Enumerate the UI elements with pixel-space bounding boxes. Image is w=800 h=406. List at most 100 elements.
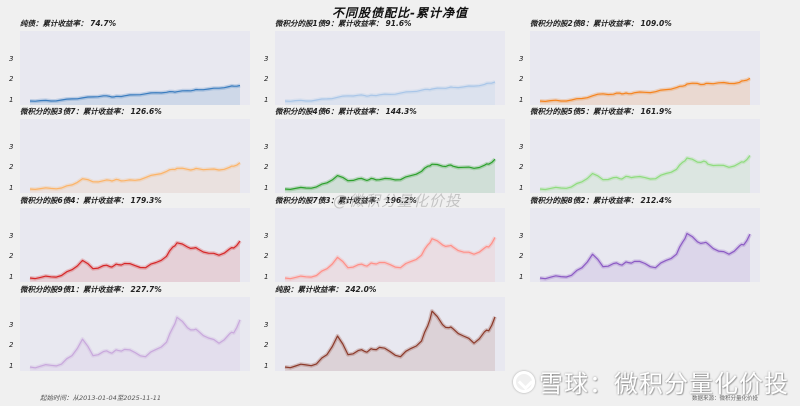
panel-title: 微积分的股2债8：累计收益率： 109.0% bbox=[530, 19, 672, 28]
panel-title: 微积分的股9债1：累计收益率： 227.7% bbox=[20, 285, 162, 294]
y-tick-label: 2 bbox=[264, 341, 269, 350]
series-line bbox=[29, 240, 241, 280]
area-fill bbox=[285, 82, 495, 105]
y-tick-label: 2 bbox=[264, 252, 269, 261]
y-tick-label: 1 bbox=[264, 96, 269, 104]
y-tick-label: 2 bbox=[9, 341, 14, 350]
y-tick-label: 2 bbox=[519, 163, 524, 172]
y-tick-label: 1 bbox=[519, 184, 524, 192]
y-tick-label: 1 bbox=[9, 184, 14, 192]
series-line bbox=[539, 77, 751, 102]
y-tick-label: 1 bbox=[519, 273, 524, 281]
chart-panel: 微积分的股3债7：累计收益率： 126.6% 3 2 1 bbox=[0, 106, 250, 193]
panel-title: 纯股：累计收益率： 242.0% bbox=[275, 285, 377, 294]
chart-panel: 微积分的股1债9：累计收益率： 91.6% 3 2 1 bbox=[255, 18, 505, 105]
y-tick-label: 3 bbox=[519, 231, 524, 240]
line-chart bbox=[29, 315, 242, 371]
panel-title: 微积分的股5债5：累计收益率： 161.9% bbox=[530, 107, 672, 116]
y-tick-label: 3 bbox=[264, 320, 269, 329]
panel-title: 微积分的股4债6：累计收益率： 144.3% bbox=[275, 107, 417, 116]
line-chart bbox=[284, 236, 497, 282]
y-tick-label: 2 bbox=[264, 163, 269, 172]
chart-panel: 微积分的股7债3：累计收益率： 196.2% 3 2 1 bbox=[255, 195, 505, 282]
line-chart bbox=[29, 83, 241, 105]
series-line bbox=[539, 155, 751, 191]
chart-panel: 微积分的股4债6：累计收益率： 144.3% 3 2 1 bbox=[255, 106, 505, 193]
line-chart bbox=[539, 231, 752, 282]
plot-area bbox=[20, 208, 250, 282]
data-source-note: 数据来源：微积分量化价投 bbox=[692, 396, 759, 402]
series-line bbox=[284, 81, 496, 102]
plot-area bbox=[275, 208, 505, 282]
brand-watermark: 雪球：微积分量化价投 bbox=[513, 364, 789, 399]
series-line bbox=[29, 162, 241, 190]
area-fill bbox=[30, 317, 240, 371]
y-tick-label: 3 bbox=[9, 231, 14, 240]
panel-title: 微积分的股3债7：累计收益率： 126.6% bbox=[20, 107, 162, 116]
chart-panel: 微积分的股2债8：累计收益率： 109.0% 3 2 1 bbox=[510, 18, 760, 105]
y-tick-label: 1 bbox=[264, 273, 269, 281]
panel-title: 微积分的股6债4：累计收益率： 179.3% bbox=[20, 196, 162, 205]
y-tick-label: 2 bbox=[519, 75, 524, 84]
line-chart bbox=[539, 154, 752, 193]
panel-title: 纯债：累计收益率： 74.7% bbox=[20, 19, 117, 28]
chart-panel: 纯债：累计收益率： 74.7% 3 2 1 bbox=[0, 18, 250, 105]
line-chart bbox=[539, 76, 751, 105]
xueqiu-logo-icon bbox=[513, 370, 535, 393]
area-fill bbox=[285, 159, 495, 193]
y-tick-label: 1 bbox=[9, 273, 14, 281]
y-tick-label: 1 bbox=[519, 96, 524, 104]
y-tick-label: 2 bbox=[9, 252, 14, 261]
brand-text: 雪球：微积分量化价投 bbox=[539, 370, 789, 398]
area-fill bbox=[30, 241, 240, 282]
line-chart bbox=[284, 80, 496, 105]
y-tick-label: 3 bbox=[9, 320, 14, 329]
plot-area bbox=[275, 297, 505, 371]
area-fill bbox=[285, 311, 495, 371]
watermark: @微积分量化价投 bbox=[333, 192, 462, 210]
y-tick-label: 1 bbox=[9, 362, 14, 370]
series-line bbox=[29, 316, 241, 369]
chart-panel: 微积分的股6债4：累计收益率： 179.3% 3 2 1 bbox=[0, 195, 250, 282]
panel-title: 微积分的股1债9：累计收益率： 91.6% bbox=[275, 19, 412, 28]
panel-title: 微积分的股8债2：累计收益率： 212.4% bbox=[530, 196, 672, 205]
plot-area bbox=[275, 31, 505, 105]
plot-area bbox=[530, 31, 760, 105]
panel-title: 微积分的股7债3：累计收益率： 196.2% bbox=[275, 196, 417, 205]
y-tick-label: 2 bbox=[519, 252, 524, 261]
y-tick-label: 3 bbox=[9, 142, 14, 151]
plot-area bbox=[20, 119, 250, 193]
area-fill bbox=[540, 233, 750, 282]
series-line bbox=[539, 232, 751, 280]
y-tick-label: 1 bbox=[264, 362, 269, 370]
series-line bbox=[284, 158, 496, 190]
y-tick-label: 3 bbox=[9, 54, 14, 63]
plot-area bbox=[530, 119, 760, 193]
y-tick-label: 1 bbox=[264, 184, 269, 192]
plot-area bbox=[275, 119, 505, 193]
line-chart bbox=[284, 157, 497, 193]
plot-area bbox=[530, 208, 760, 282]
area-fill bbox=[30, 162, 240, 193]
area-fill bbox=[540, 155, 750, 193]
y-tick-label: 3 bbox=[264, 142, 269, 151]
area-fill bbox=[540, 78, 750, 105]
series-line bbox=[284, 237, 496, 280]
series-line bbox=[284, 310, 496, 369]
line-chart bbox=[284, 309, 497, 371]
y-tick-label: 3 bbox=[519, 142, 524, 151]
line-chart bbox=[29, 239, 242, 282]
chart-panel: 纯股：累计收益率： 242.0% 3 2 1 bbox=[255, 284, 505, 371]
chart-title: 不同股债配比-累计净值 bbox=[332, 6, 468, 20]
y-tick-label: 2 bbox=[9, 163, 14, 172]
date-range-note: 起始时间：从2013-01-04至2025-11-11 bbox=[40, 394, 162, 402]
y-tick-label: 1 bbox=[9, 96, 14, 104]
chart-panel: 微积分的股5债5：累计收益率： 161.9% 3 2 1 bbox=[510, 106, 760, 193]
chart-panel: 微积分的股8债2：累计收益率： 212.4% 3 2 1 bbox=[510, 195, 760, 282]
plot-area bbox=[20, 297, 250, 371]
line-chart bbox=[29, 161, 242, 193]
y-tick-label: 2 bbox=[9, 75, 14, 84]
y-tick-label: 2 bbox=[264, 75, 269, 84]
chart-panel: 微积分的股9债1：累计收益率： 227.7% 3 2 1 bbox=[0, 284, 250, 371]
y-tick-label: 3 bbox=[264, 54, 269, 63]
